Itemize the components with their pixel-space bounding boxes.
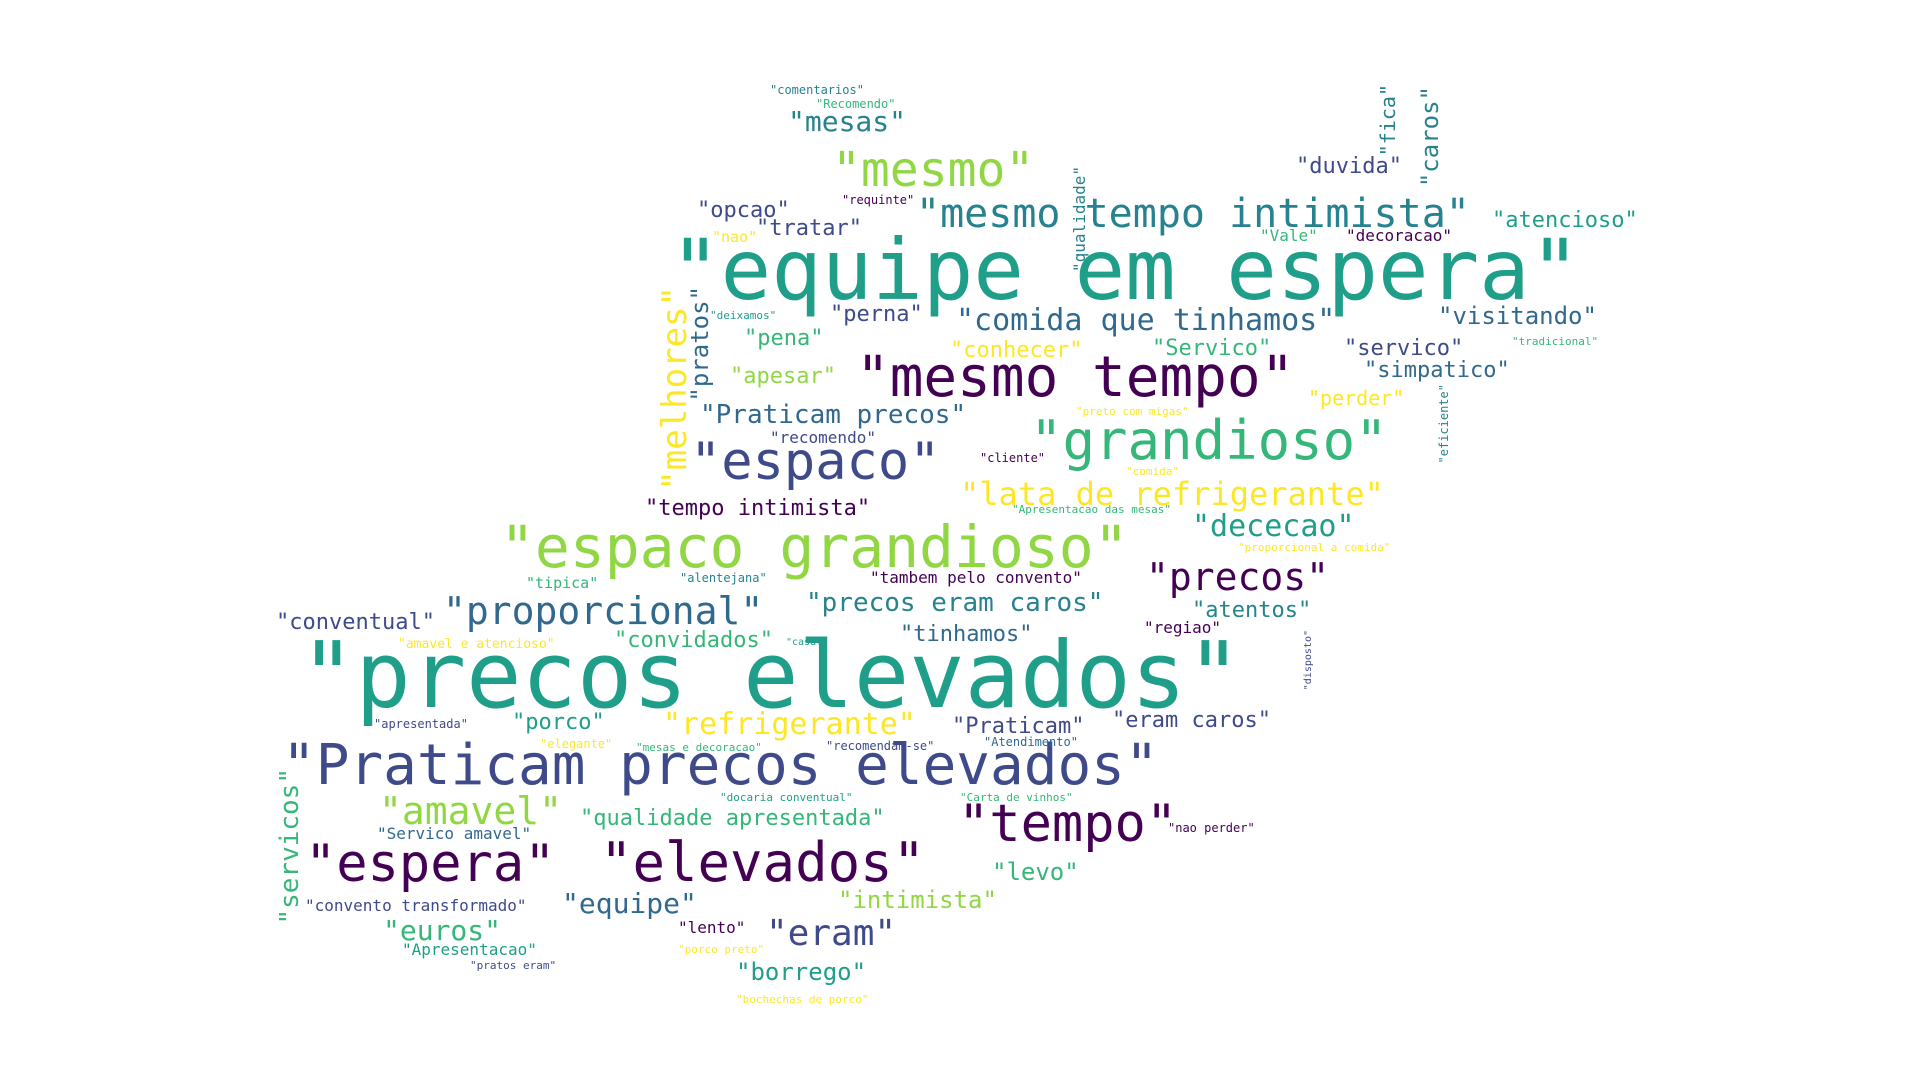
word-docaria-conventual: "docaria conventual" — [720, 791, 853, 804]
word-conventual: "conventual" — [276, 610, 435, 635]
word-intimista: "intimista" — [838, 886, 997, 914]
word-qualidade: "qualidade" — [1070, 166, 1089, 272]
word-deixamos: "deixamos" — [710, 309, 777, 322]
word-casal: "casal" — [786, 637, 829, 648]
word-apresentacao: "Apresentacao" — [402, 940, 537, 959]
word-amavel-e-atencioso: "amavel e atencioso" — [398, 637, 555, 652]
word-refrigerante: "refrigerante" — [663, 707, 916, 742]
word-grandioso: "grandioso" — [1030, 409, 1388, 472]
word-euros: "euros" — [383, 914, 502, 947]
word-mesmo: "mesmo" — [832, 142, 1035, 198]
word-borrego: "borrego" — [736, 958, 867, 986]
word-conhecer: "conhecer" — [950, 338, 1083, 363]
word-mesas-e-decoracao: "mesas e decoracao" — [636, 741, 762, 754]
word-equipe: "equipe" — [562, 887, 697, 920]
word-alentejana: "alentejana" — [680, 571, 767, 585]
word-simpatico: "simpatico" — [1364, 358, 1510, 383]
word-levo: "levo" — [992, 858, 1079, 886]
word-mesmo-tempo: "mesmo tempo" — [856, 345, 1295, 410]
word-atencioso: "atencioso" — [1492, 208, 1638, 233]
word-eram: "eram" — [766, 913, 897, 954]
word-praticam-precos: "Praticam precos" — [700, 400, 967, 430]
word-mesmo-tempo-intimista: "mesmo tempo intimista" — [916, 191, 1470, 237]
word-pratos-eram: "pratos eram" — [470, 959, 557, 972]
word-carta-de-vinhos: "Carta de vinhos" — [960, 791, 1073, 804]
word-duvida: "duvida" — [1296, 154, 1402, 179]
word-preto-com-migas: "preto com migas" — [1076, 405, 1189, 418]
word-disposto: "disposto" — [1303, 630, 1314, 691]
word-vale: "Vale" — [1260, 226, 1318, 245]
word-precos: "precos" — [1146, 555, 1330, 599]
word-caros: "caros" — [1416, 86, 1444, 188]
word-apesar: "apesar" — [730, 364, 836, 389]
word-elegante: "elegante" — [540, 737, 613, 751]
word-servico: "servico" — [1344, 336, 1464, 361]
word-nao-perder: "nao perder" — [1168, 821, 1255, 835]
word-lata-de-refrigerante: "lata de refrigerante" — [960, 475, 1384, 513]
word-precos-eram-caros: "precos eram caros" — [806, 588, 1104, 618]
word-apresentacao-das-mesas: "Apresentacao das mesas" — [1012, 503, 1171, 516]
word-comida-que-tinhamos: "comida que tinhamos" — [956, 303, 1336, 338]
word-regiao: "regiao" — [1144, 618, 1222, 637]
word-mesas: "mesas" — [788, 105, 907, 138]
word-comentarios: "comentarios" — [770, 83, 864, 97]
word-pena: "pena" — [744, 326, 824, 351]
word-bochechas-de-porco: "bochechas de porco" — [736, 993, 869, 1006]
word-visitando: "visitando" — [1438, 302, 1597, 330]
word-espaco-grandioso: "espaco grandioso" — [500, 513, 1129, 581]
word-porco: "porco" — [512, 710, 605, 735]
word-precos-elevados: "precos elevados" — [300, 622, 1242, 729]
word-opcao: "opcao" — [697, 198, 790, 223]
word-recomendo-cap: "Recomendo" — [816, 97, 896, 111]
word-praticam: "Praticam" — [952, 714, 1085, 739]
word-espaco: "espaco" — [690, 432, 941, 492]
word-tinhamos: "tinhamos" — [900, 622, 1033, 647]
word-servicos: "servicos" — [275, 768, 305, 925]
word-tempo-intimista: "tempo intimista" — [645, 496, 871, 521]
word-praticam-precos-elevados: "Praticam precos elevados" — [282, 733, 1159, 798]
word-equipe-em-espera: "equipe em espera" — [670, 221, 1581, 319]
word-tempo: "tempo" — [958, 794, 1178, 854]
word-apresentada: "apresentada" — [374, 717, 468, 731]
word-convento-transformado: "convento transformado" — [305, 896, 527, 915]
word-porco-preto: "porco preto" — [678, 943, 765, 956]
word-eficiente: "eficiente" — [1437, 384, 1451, 464]
word-fica: "fica" — [1376, 84, 1400, 157]
word-proporcional-a-comida: "proporcional a comida" — [1238, 541, 1391, 554]
word-atendimento: "Atendimento" — [984, 735, 1078, 749]
word-pratos: "pratos" — [686, 286, 714, 402]
word-perna: "perna" — [830, 302, 923, 327]
word-atentos: "atentos" — [1192, 598, 1312, 623]
word-servico-amavel: "Servico amavel" — [377, 824, 532, 843]
word-perder: "perder" — [1308, 386, 1405, 410]
word-recomendam-se: "recomendam-se" — [826, 739, 935, 753]
word-nao: "nao" — [712, 228, 758, 246]
word-qualidade-apresentada: "qualidade apresentada" — [580, 806, 885, 831]
word-tratar: "tratar" — [756, 216, 862, 241]
word-tambem-pelo-convento: "tambem pelo convento" — [870, 568, 1082, 587]
word-tipica: "tipica" — [526, 574, 599, 592]
word-espera: "espera" — [305, 834, 556, 894]
word-tradicional: "tradicional" — [1512, 335, 1599, 348]
word-dececao: "dececao" — [1192, 509, 1355, 544]
word-recomendo: "recomendo" — [770, 428, 876, 447]
word-eram-caros: "eram caros" — [1112, 708, 1271, 733]
word-lento: "lento" — [678, 918, 746, 937]
word-convidados: "convidados" — [614, 628, 773, 653]
word-proporcional: "proporcional" — [443, 589, 764, 633]
word-requinte: "requinte" — [842, 193, 915, 207]
word-comida: "comida" — [1126, 465, 1179, 478]
word-servico-cap: "Servico" — [1152, 336, 1272, 361]
word-elevados: "elevados" — [600, 831, 926, 894]
word-cliente: "cliente" — [980, 451, 1046, 465]
word-amavel: "amavel" — [379, 789, 563, 833]
word-decoracao: "decoracao" — [1346, 226, 1452, 245]
